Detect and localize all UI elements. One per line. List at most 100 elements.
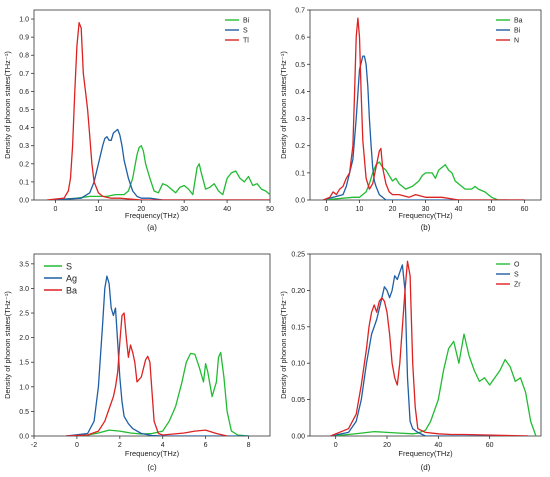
series-group bbox=[330, 260, 537, 436]
legend-label-s: S bbox=[514, 272, 519, 279]
y-tick-label: 0.3 bbox=[19, 143, 29, 150]
y-tick-label: 0.1 bbox=[295, 170, 305, 177]
y-tick-label: 0.2 bbox=[295, 143, 305, 150]
x-tick-label: 40 bbox=[223, 206, 231, 213]
y-tick-label: 0.00 bbox=[291, 434, 305, 441]
y-tick-label: 0.0 bbox=[295, 198, 305, 205]
y-tick-label: 0.10 bbox=[291, 361, 305, 368]
series-line-o bbox=[330, 333, 537, 436]
y-tick-label: 0.20 bbox=[291, 288, 305, 295]
y-tick-label: 0.3 bbox=[295, 116, 305, 123]
legend-label-bi: Bi bbox=[514, 28, 521, 35]
y-tick-label: 0.4 bbox=[295, 89, 305, 96]
y-tick-label: 1.0 bbox=[19, 17, 29, 24]
y-tick-label: 0.7 bbox=[295, 8, 305, 15]
legend: Ba Bi N bbox=[496, 18, 523, 45]
y-tick-label: 2.0 bbox=[19, 335, 29, 342]
series-line-n bbox=[322, 17, 525, 200]
series-line-ag bbox=[66, 275, 249, 436]
x-axis-label: Frequency(THz) bbox=[125, 449, 180, 458]
legend-label-o: O bbox=[514, 262, 520, 269]
series-line-tl bbox=[46, 22, 270, 200]
legend: S Ag Ba bbox=[44, 262, 77, 296]
panel-caption: (d) bbox=[421, 463, 431, 472]
y-tick-label: 0.8 bbox=[19, 53, 29, 60]
x-tick-label: 10 bbox=[356, 206, 364, 213]
x-tick-label: 2 bbox=[118, 442, 122, 449]
chart-panel-3: -2 0 2 4 6 8 0.0 0.5 1.0 1.5 2.0 2.5 3.0 3.5 Frequency… bbox=[3, 253, 271, 472]
x-axis-label: Frequency(THz) bbox=[125, 211, 180, 220]
x-tick-label: 0 bbox=[334, 442, 338, 449]
legend-label-ba: Ba bbox=[514, 18, 523, 25]
legend-label-bi: Bi bbox=[243, 18, 250, 25]
panel-caption: (b) bbox=[421, 223, 431, 232]
series-line-zr bbox=[330, 260, 529, 436]
y-axis-label: Density of phonon states(THz⁻¹) bbox=[279, 291, 288, 399]
y-tick-label: 0.1 bbox=[19, 179, 29, 186]
y-tick-label: 0.2 bbox=[19, 161, 29, 168]
legend: Bi S Tl bbox=[225, 18, 250, 45]
chart-panel-2: 0 10 20 30 40 50 60 0.0 0.1 0.2 0.3 0.4 0.5 0.6 0.7 Fre… bbox=[279, 8, 542, 232]
x-tick-label: 20 bbox=[383, 442, 391, 449]
y-axis-label: Density of phonon states(THz⁻¹) bbox=[279, 51, 288, 159]
y-tick-label: 0.7 bbox=[19, 71, 29, 78]
y-tick-label: 0.6 bbox=[19, 89, 29, 96]
y-tick-label: 0.4 bbox=[19, 125, 29, 132]
series-line-bi bbox=[51, 145, 270, 200]
x-tick-label: 30 bbox=[422, 206, 430, 213]
x-tick-label: 6 bbox=[204, 442, 208, 449]
y-tick-label: 0.15 bbox=[291, 324, 305, 331]
series-line-s bbox=[66, 351, 249, 436]
y-tick-label: 0.05 bbox=[291, 397, 305, 404]
series-group bbox=[322, 17, 525, 200]
series-line-s bbox=[330, 264, 529, 436]
x-tick-label: 20 bbox=[389, 206, 397, 213]
x-tick-label: 0 bbox=[75, 442, 79, 449]
chart-panel-1: 0 10 20 30 40 50 0.0 0.1 0.2 0.3 0.4 0.5 0.6 0.7 0.8 0.… bbox=[3, 9, 274, 232]
legend-label-zr: Zr bbox=[514, 282, 521, 289]
y-tick-label: 0.9 bbox=[19, 35, 29, 42]
x-tick-label: 40 bbox=[455, 206, 463, 213]
x-tick-label: 60 bbox=[486, 442, 494, 449]
y-tick-label: 0.5 bbox=[295, 62, 305, 69]
y-tick-label: 3.5 bbox=[19, 261, 29, 268]
x-tick-label: 0 bbox=[54, 206, 58, 213]
x-tick-label: 50 bbox=[266, 206, 274, 213]
legend: OS Zr bbox=[496, 262, 521, 289]
plot-frame bbox=[309, 253, 542, 437]
x-tick-label: 60 bbox=[521, 206, 529, 213]
y-tick-label: 0.0 bbox=[19, 434, 29, 441]
y-tick-label: 1.5 bbox=[19, 360, 29, 367]
series-group bbox=[66, 275, 249, 436]
x-tick-label: -2 bbox=[31, 442, 37, 449]
y-tick-label: 3.0 bbox=[19, 286, 29, 293]
x-tick-label: 50 bbox=[488, 206, 496, 213]
x-tick-label: 4 bbox=[161, 442, 165, 449]
series-line-ba bbox=[66, 312, 228, 436]
y-tick-label: 2.5 bbox=[19, 311, 29, 318]
y-tick-label: 0.0 bbox=[19, 198, 29, 205]
x-axis-label: Frequency(THz) bbox=[398, 211, 453, 220]
legend-label-ag: Ag bbox=[66, 274, 77, 284]
panel-caption: (c) bbox=[147, 463, 157, 472]
y-tick-label: 0.6 bbox=[295, 35, 305, 42]
y-tick-label: 0.25 bbox=[291, 252, 305, 259]
legend-label-tl: Tl bbox=[243, 38, 249, 45]
series-group bbox=[46, 22, 270, 200]
x-tick-label: 8 bbox=[247, 442, 251, 449]
x-tick-label: 0 bbox=[325, 206, 329, 213]
y-tick-label: 0.5 bbox=[19, 409, 29, 416]
y-tick-label: 1.0 bbox=[19, 384, 29, 391]
y-tick-label: 0.5 bbox=[19, 107, 29, 114]
series-line-s bbox=[51, 128, 270, 200]
legend-label-s: S bbox=[66, 262, 72, 272]
plot-frame bbox=[309, 9, 542, 201]
x-tick-label: 20 bbox=[137, 206, 145, 213]
chart-panel-4: 0 20 40 60 0.00 0.05 0.10 0.15 0.20 0.25 Frequency… bbox=[279, 252, 542, 472]
legend-label-s: S bbox=[243, 28, 248, 35]
legend-label-ba: Ba bbox=[66, 286, 77, 296]
x-axis-label: Frequency(THz) bbox=[398, 449, 453, 458]
x-tick-label: 10 bbox=[94, 206, 102, 213]
y-axis-label: Density of phonon states(THz⁻¹) bbox=[3, 51, 12, 159]
